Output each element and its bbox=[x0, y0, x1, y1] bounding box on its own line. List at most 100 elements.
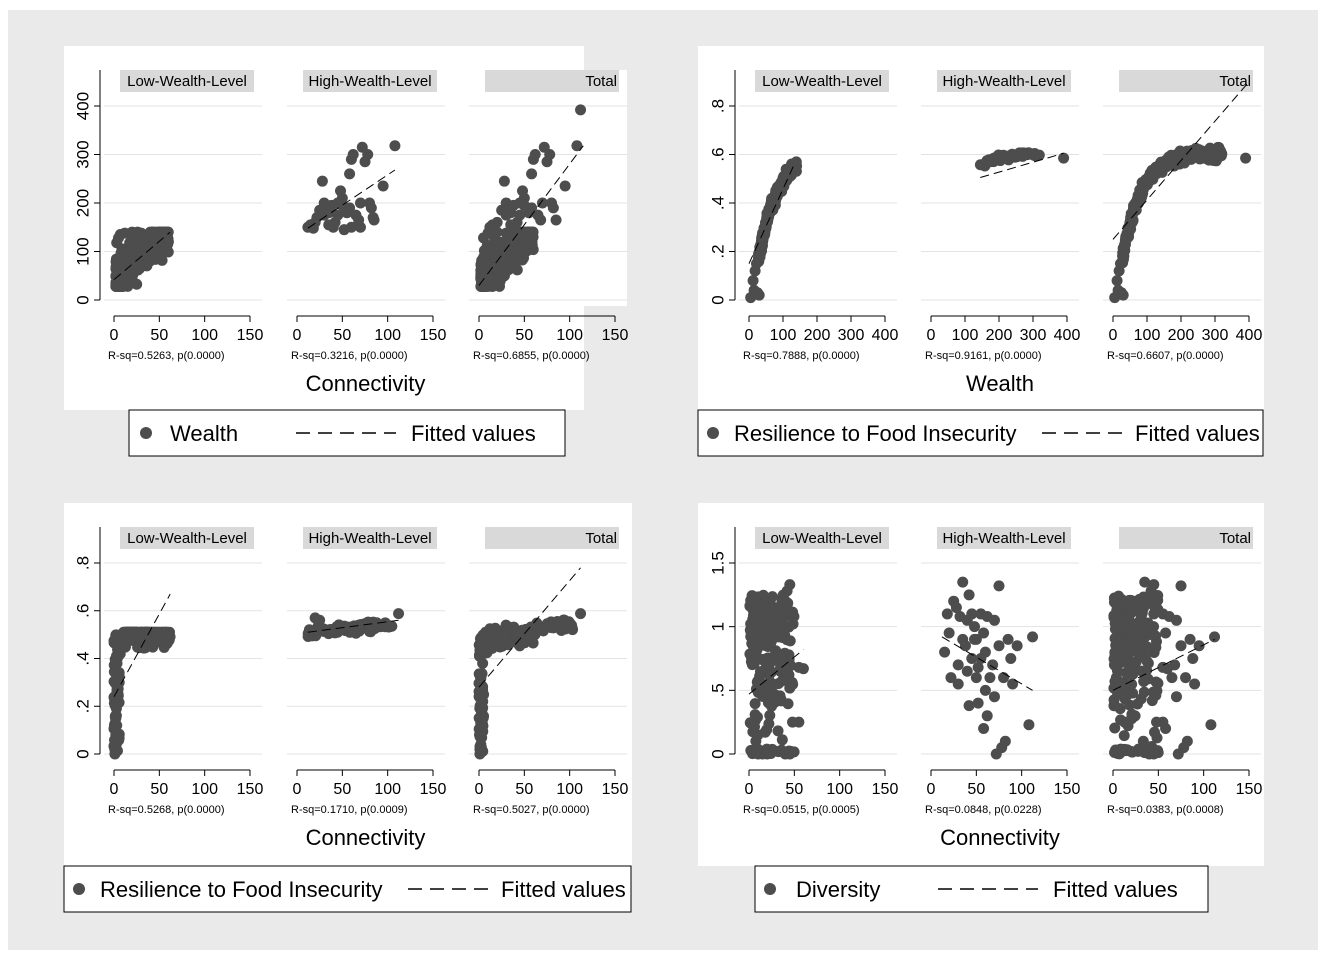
fitted-line bbox=[748, 166, 794, 264]
data-point bbox=[1121, 689, 1133, 701]
data-point bbox=[110, 712, 122, 724]
panel-1: Low-Wealth-Level 0 50 100 150 R-sq=0.5263, p(… bbox=[104, 70, 263, 362]
panel-title-strip bbox=[120, 70, 254, 92]
panel-title: Total bbox=[585, 73, 617, 90]
x-tick-label: 150 bbox=[237, 781, 264, 798]
data-point bbox=[476, 668, 488, 680]
panel-title-strip bbox=[303, 527, 437, 549]
x-axis-label: Connectivity bbox=[306, 825, 426, 850]
x-tick-label: 0 bbox=[927, 327, 936, 344]
data-point bbox=[945, 672, 957, 684]
data-point bbox=[371, 617, 383, 629]
legend: Wealth Fitted values bbox=[128, 409, 566, 457]
data-point bbox=[1011, 640, 1023, 652]
data-point bbox=[162, 236, 174, 248]
data-point bbox=[347, 149, 359, 160]
data-point bbox=[754, 243, 766, 255]
x-tick-label: 50 bbox=[333, 327, 351, 344]
data-point bbox=[1120, 667, 1132, 679]
data-point bbox=[1003, 150, 1015, 162]
data-point bbox=[959, 640, 971, 652]
data-point bbox=[475, 729, 487, 741]
panel-stat: R-sq=0.5263, p(0.0000) bbox=[108, 350, 225, 362]
data-point bbox=[961, 665, 973, 677]
data-point bbox=[1112, 688, 1124, 700]
data-point bbox=[139, 642, 151, 654]
fitted-line bbox=[478, 145, 584, 286]
data-point bbox=[1142, 657, 1154, 669]
data-point bbox=[109, 653, 121, 665]
x-tick-label: 0 bbox=[110, 781, 119, 798]
data-point bbox=[475, 738, 487, 750]
data-point bbox=[1128, 200, 1140, 212]
x-tick-label: 0 bbox=[110, 327, 119, 344]
legend-line-label: Fitted values bbox=[411, 421, 536, 446]
y-tick-label: 1.5 bbox=[708, 551, 727, 575]
data-point bbox=[765, 635, 777, 647]
x-tick-label: 400 bbox=[1236, 327, 1263, 344]
y-tick-label: 400 bbox=[73, 92, 92, 120]
x-axis-label: Connectivity bbox=[306, 371, 426, 396]
y-tick-label: .4 bbox=[708, 196, 727, 210]
data-point bbox=[550, 214, 562, 226]
panel-stat: R-sq=0.7888, p(0.0000) bbox=[743, 350, 860, 362]
legend-box bbox=[63, 865, 632, 913]
data-point bbox=[1027, 631, 1039, 643]
x-tick-label: 0 bbox=[1109, 781, 1118, 798]
data-point bbox=[1146, 629, 1158, 641]
panel-stat: R-sq=0.0383, p(0.0008) bbox=[1107, 804, 1224, 816]
plot-area bbox=[739, 70, 897, 306]
data-point bbox=[757, 687, 769, 699]
panel-3: Total 0 50 100 150 R-sq=0.6855, p(0.0000) bbox=[469, 70, 628, 362]
y-tick-label: .2 bbox=[708, 244, 727, 258]
legend-marker-label: Resilience to Food Insecurity bbox=[100, 877, 382, 902]
panel-1: Low-Wealth-Level 0 100 200 300 400 R-sq=0.7888… bbox=[739, 70, 898, 362]
data-point bbox=[1160, 723, 1172, 735]
data-point bbox=[1149, 726, 1161, 738]
x-tick-label: 150 bbox=[602, 327, 629, 344]
data-point bbox=[1002, 633, 1014, 645]
data-point bbox=[1005, 653, 1017, 664]
x-tick-label: 100 bbox=[1008, 781, 1035, 798]
data-point bbox=[978, 723, 990, 735]
data-point bbox=[972, 661, 984, 673]
data-point bbox=[1151, 685, 1163, 697]
data-point bbox=[1108, 699, 1120, 711]
data-point bbox=[1142, 673, 1154, 685]
data-point bbox=[502, 261, 514, 273]
data-point bbox=[110, 738, 122, 750]
data-point bbox=[332, 626, 344, 638]
data-point bbox=[1148, 646, 1160, 658]
data-point bbox=[780, 663, 792, 675]
legend: Resilience to Food Insecurity Fitted valu… bbox=[63, 865, 632, 913]
data-point bbox=[1205, 719, 1217, 731]
data-point bbox=[952, 678, 964, 690]
x-tick-label: 0 bbox=[1109, 327, 1118, 344]
data-point bbox=[365, 626, 377, 638]
data-point bbox=[110, 278, 122, 290]
fitted-line bbox=[941, 636, 1033, 691]
data-point bbox=[784, 748, 796, 760]
data-point bbox=[535, 624, 547, 636]
data-point bbox=[1126, 746, 1138, 758]
data-point bbox=[1114, 258, 1126, 270]
data-point bbox=[110, 729, 122, 741]
panel-title: High-Wealth-Level bbox=[308, 530, 431, 547]
data-point bbox=[317, 623, 329, 635]
marker-group bbox=[974, 147, 1070, 172]
data-point bbox=[765, 687, 777, 699]
x-tick-label: 0 bbox=[293, 327, 302, 344]
data-point bbox=[1170, 149, 1182, 161]
panel-2: High-Wealth-Level 0 50 100 150 R-sq=0.1710, p… bbox=[287, 527, 446, 816]
data-point bbox=[993, 580, 1005, 592]
y-tick-label: 1 bbox=[708, 622, 727, 631]
data-point bbox=[345, 221, 357, 233]
x-tick-label: 50 bbox=[150, 781, 168, 798]
y-tick-label: .5 bbox=[708, 683, 727, 697]
data-point bbox=[1109, 722, 1121, 734]
data-point bbox=[950, 602, 962, 614]
data-point bbox=[1127, 658, 1139, 670]
panel-3: Total 0 100 200 300 400 R-sq=0.6607, p(0.0000) bbox=[1103, 70, 1262, 362]
data-point bbox=[1137, 735, 1149, 747]
y-tick-label: .4 bbox=[73, 651, 92, 665]
